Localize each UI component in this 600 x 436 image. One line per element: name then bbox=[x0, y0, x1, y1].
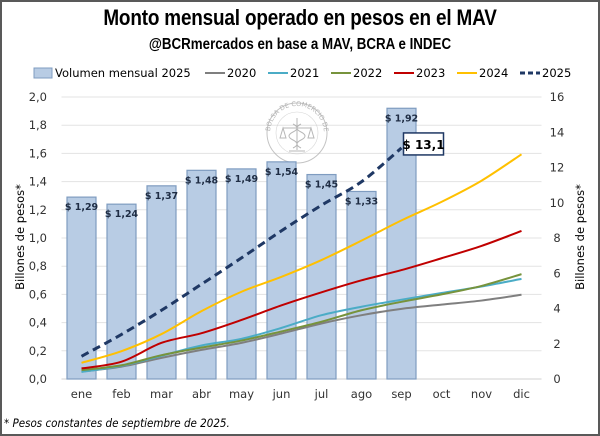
bar-data-label: $ 1,29 bbox=[65, 202, 98, 213]
y-right-tick-label: 10 bbox=[550, 196, 565, 210]
bar bbox=[306, 173, 337, 380]
y-right-tick-label: 12 bbox=[550, 161, 565, 175]
bar-data-label: $ 1,48 bbox=[185, 175, 219, 186]
legend-label: 2025 bbox=[542, 66, 571, 80]
x-tick-label: sep bbox=[391, 387, 411, 401]
y-right-tick-label: 6 bbox=[553, 266, 560, 280]
y-left-tick-label: 0,0 bbox=[29, 372, 47, 386]
legend-item-bars: Volumen mensual 2025 bbox=[33, 66, 191, 80]
y-left-tick-label: 0,2 bbox=[29, 344, 47, 358]
footnote: * Pesos constantes de septiembre de 2025… bbox=[4, 416, 230, 430]
bar-data-label: $ 1,54 bbox=[265, 167, 299, 178]
y-axis-right: 0 2 4 6 8 10 12 14 16 bbox=[550, 90, 565, 386]
legend-label: 2023 bbox=[416, 66, 445, 80]
callout-box bbox=[402, 132, 445, 156]
legend-item-2021: 2021 bbox=[268, 66, 319, 80]
legend-item-2022: 2022 bbox=[331, 66, 382, 80]
line-series-2020 bbox=[81, 293, 522, 373]
y-left-tick-label: 0,8 bbox=[29, 259, 47, 273]
bar bbox=[266, 161, 297, 380]
legend-label: 2021 bbox=[290, 66, 319, 80]
y-axis-right-title: Billones de pesos* bbox=[573, 184, 587, 290]
y-axis-left-title: Billones de pesos* bbox=[13, 184, 27, 290]
y-left-tick-label: 1,2 bbox=[29, 203, 47, 217]
legend-label: 2020 bbox=[227, 66, 256, 80]
line-series-2023 bbox=[81, 230, 522, 370]
x-tick-label: nov bbox=[471, 387, 492, 401]
x-tick-label: jun bbox=[272, 387, 291, 401]
bar bbox=[226, 168, 257, 380]
bar-data-label: $ 1,33 bbox=[345, 196, 378, 207]
x-tick-label: ene bbox=[71, 387, 92, 401]
bar bbox=[66, 196, 97, 380]
legend-item-2024: 2024 bbox=[457, 66, 508, 80]
line-series-2025 bbox=[80, 146, 403, 358]
legend-item-2023: 2023 bbox=[394, 66, 445, 80]
x-tick-label: ago bbox=[351, 387, 372, 401]
x-tick-label: mar bbox=[150, 387, 173, 401]
x-tick-label: dic bbox=[513, 387, 530, 401]
y-right-tick-label: 8 bbox=[553, 231, 560, 245]
y-right-tick-label: 16 bbox=[550, 90, 565, 104]
legend-label: 2024 bbox=[479, 66, 508, 80]
x-axis: ene feb mar abr may jun jul ago sep oct nov dic bbox=[71, 387, 530, 401]
y-left-tick-label: 0,6 bbox=[29, 287, 47, 301]
x-tick-label: oct bbox=[433, 387, 451, 401]
callout-text: $ 13,1 bbox=[402, 138, 444, 152]
bar-data-label: $ 1,24 bbox=[105, 209, 139, 220]
y-left-tick-label: 2,0 bbox=[29, 90, 47, 104]
y-left-tick-label: 1,4 bbox=[29, 175, 47, 189]
bar bbox=[346, 190, 377, 380]
legend-label: Volumen mensual 2025 bbox=[55, 66, 191, 80]
x-tick-label: jul bbox=[314, 387, 329, 401]
bar bbox=[146, 185, 177, 380]
bar-data-label: $ 1,45 bbox=[305, 180, 338, 191]
y-right-tick-label: 14 bbox=[550, 125, 565, 139]
legend-label: 2022 bbox=[353, 66, 382, 80]
x-tick-label: may bbox=[229, 387, 254, 401]
bar-data-label: $ 1,37 bbox=[145, 191, 178, 202]
legend-swatch-bars bbox=[33, 67, 53, 79]
series-lines bbox=[80, 146, 523, 373]
y-left-tick-label: 1,6 bbox=[29, 146, 47, 160]
y-left-tick-label: 1,0 bbox=[29, 231, 47, 245]
line-series-2022 bbox=[81, 273, 522, 372]
watermark-logo: BOLSA DE COMERCIO DE ROSARIO bbox=[0, 0, 330, 164]
y-left-tick-label: 1,8 bbox=[29, 118, 47, 132]
bar-labels: $ 1,29 $ 1,24 $ 1,37 $ 1,48 $ 1,49 $ 1,54 $ 1,… bbox=[65, 113, 418, 220]
scales-caduceus-icon bbox=[279, 118, 315, 152]
y-left-tick-label: 0,4 bbox=[29, 316, 47, 330]
bar-data-label: $ 1,92 bbox=[385, 113, 418, 124]
bar-data-label: $ 1,49 bbox=[225, 174, 258, 185]
legend: Volumen mensual 2025 2020 2021 2022 2023 2024… bbox=[33, 66, 571, 80]
line-series-2024 bbox=[81, 153, 523, 364]
y-right-tick-label: 2 bbox=[553, 337, 560, 351]
bar bbox=[106, 203, 137, 380]
y-axis-left: 0,0 0,2 0,4 0,6 0,8 1,0 1,2 1,4 1,6 1,8 2,0 bbox=[29, 90, 47, 386]
y-right-tick-label: 0 bbox=[553, 372, 560, 386]
chart-subtitle: @BCRmercados en base a MAV, BCRA e INDEC bbox=[148, 36, 452, 53]
x-tick-label: abr bbox=[192, 387, 211, 401]
legend-item-2025: 2025 bbox=[520, 66, 571, 80]
x-tick-label: feb bbox=[112, 387, 130, 401]
y-right-tick-label: 4 bbox=[553, 302, 560, 316]
legend-item-2020: 2020 bbox=[205, 66, 256, 80]
annotations: $ 13,1 bbox=[402, 132, 445, 156]
chart-title: Monto mensual operado en pesos en el MAV bbox=[103, 5, 497, 30]
callout-label-2025: $ 13,1 bbox=[402, 132, 445, 156]
